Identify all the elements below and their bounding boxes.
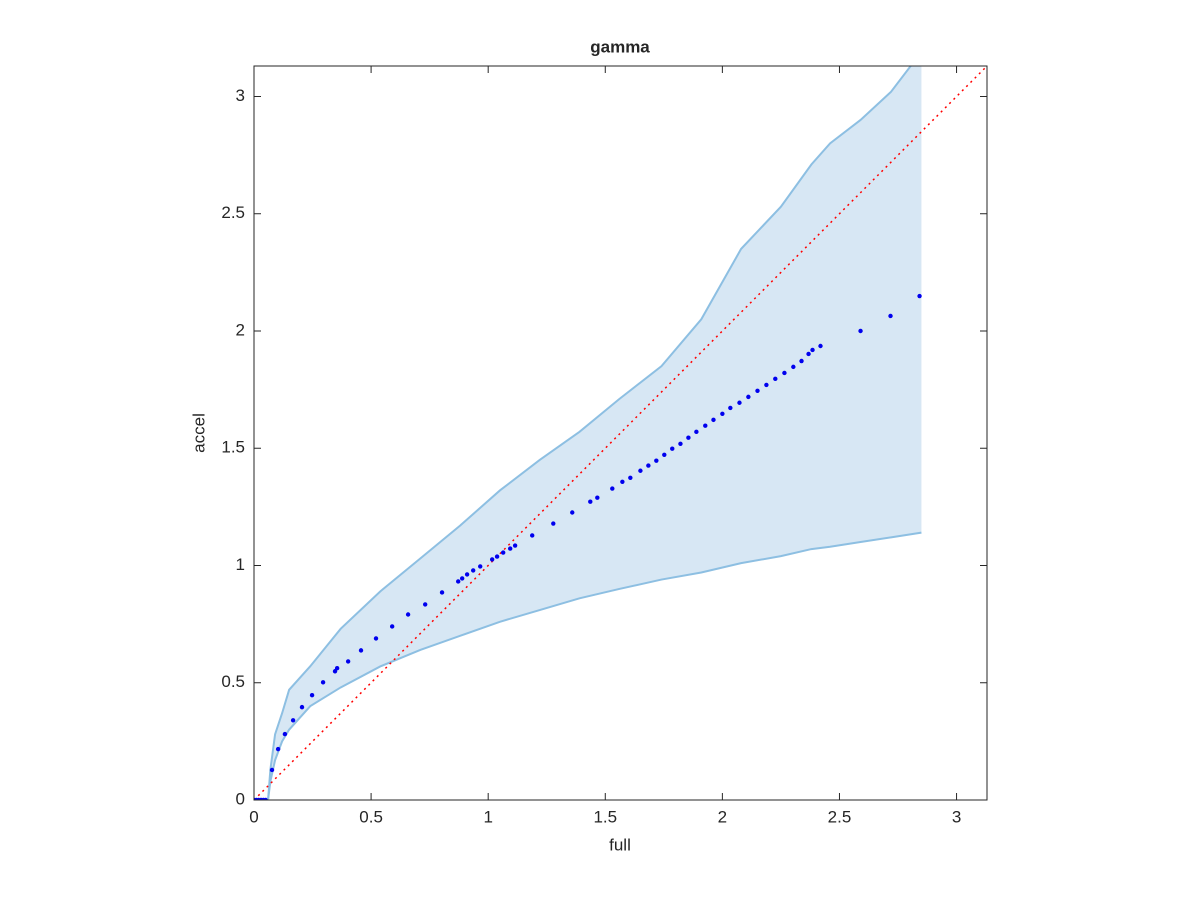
point [654, 458, 659, 463]
point [799, 358, 804, 364]
point [773, 376, 778, 382]
point [439, 590, 445, 595]
point [588, 499, 593, 504]
x-tick-label: 1 [483, 807, 492, 826]
point [662, 452, 667, 458]
point [459, 576, 465, 581]
point [456, 579, 461, 584]
point [551, 521, 556, 526]
point [746, 394, 751, 400]
point [299, 704, 305, 710]
point [405, 612, 411, 617]
point [290, 718, 296, 723]
point [678, 441, 683, 446]
plot-area [254, 66, 987, 800]
point [464, 572, 470, 577]
x-tick-label: 0 [249, 807, 258, 826]
point [489, 557, 495, 562]
point [755, 388, 760, 393]
y-tick-label: 3 [236, 86, 245, 105]
point [917, 293, 922, 299]
point [470, 568, 476, 573]
reference-line [254, 66, 987, 800]
point [345, 659, 351, 664]
point [858, 328, 863, 334]
y-axis-label: accel [189, 413, 208, 453]
point [570, 510, 575, 515]
point [686, 435, 691, 440]
point [263, 797, 268, 800]
point [818, 343, 823, 349]
point [810, 347, 815, 353]
y-tick-label: 0.5 [221, 672, 245, 691]
point [494, 554, 500, 559]
point [595, 495, 600, 500]
x-axis-label: full [609, 835, 631, 854]
point [670, 446, 675, 451]
y-tick-label: 0 [236, 789, 245, 808]
y-tick-label: 2 [236, 320, 245, 339]
point [507, 546, 513, 551]
point [309, 692, 315, 698]
point [638, 468, 643, 473]
point [512, 543, 518, 548]
axes-box [253, 65, 988, 801]
point [320, 680, 326, 685]
point [620, 479, 625, 484]
x-tick-label: 2.5 [828, 807, 852, 826]
point [646, 463, 651, 468]
point [269, 767, 275, 773]
point [764, 382, 769, 388]
y-tick-label: 1 [236, 555, 245, 574]
point [373, 636, 379, 641]
point [888, 313, 893, 319]
point [628, 475, 633, 480]
point [737, 400, 742, 405]
point [694, 429, 699, 435]
point [791, 364, 796, 370]
point [703, 423, 708, 428]
y-tick-label: 2.5 [221, 203, 245, 222]
point [782, 370, 787, 376]
point [720, 411, 725, 416]
point [728, 405, 733, 411]
confidence-band [268, 66, 922, 800]
y-tick-label: 1.5 [221, 438, 245, 457]
chart-title: gamma [590, 37, 650, 56]
point [806, 351, 811, 357]
point [422, 602, 428, 607]
point [358, 648, 364, 653]
x-tick-label: 1.5 [593, 807, 617, 826]
x-tick-label: 0.5 [359, 807, 383, 826]
point [275, 746, 281, 752]
point [389, 624, 395, 629]
x-tick-label: 2 [718, 807, 727, 826]
point [711, 417, 716, 423]
x-tick-label: 3 [952, 807, 961, 826]
point [478, 564, 483, 569]
band-upper-edge [267, 66, 912, 800]
point [334, 666, 340, 671]
point [500, 550, 506, 555]
point [610, 486, 615, 491]
point [282, 731, 288, 737]
point [530, 533, 535, 538]
